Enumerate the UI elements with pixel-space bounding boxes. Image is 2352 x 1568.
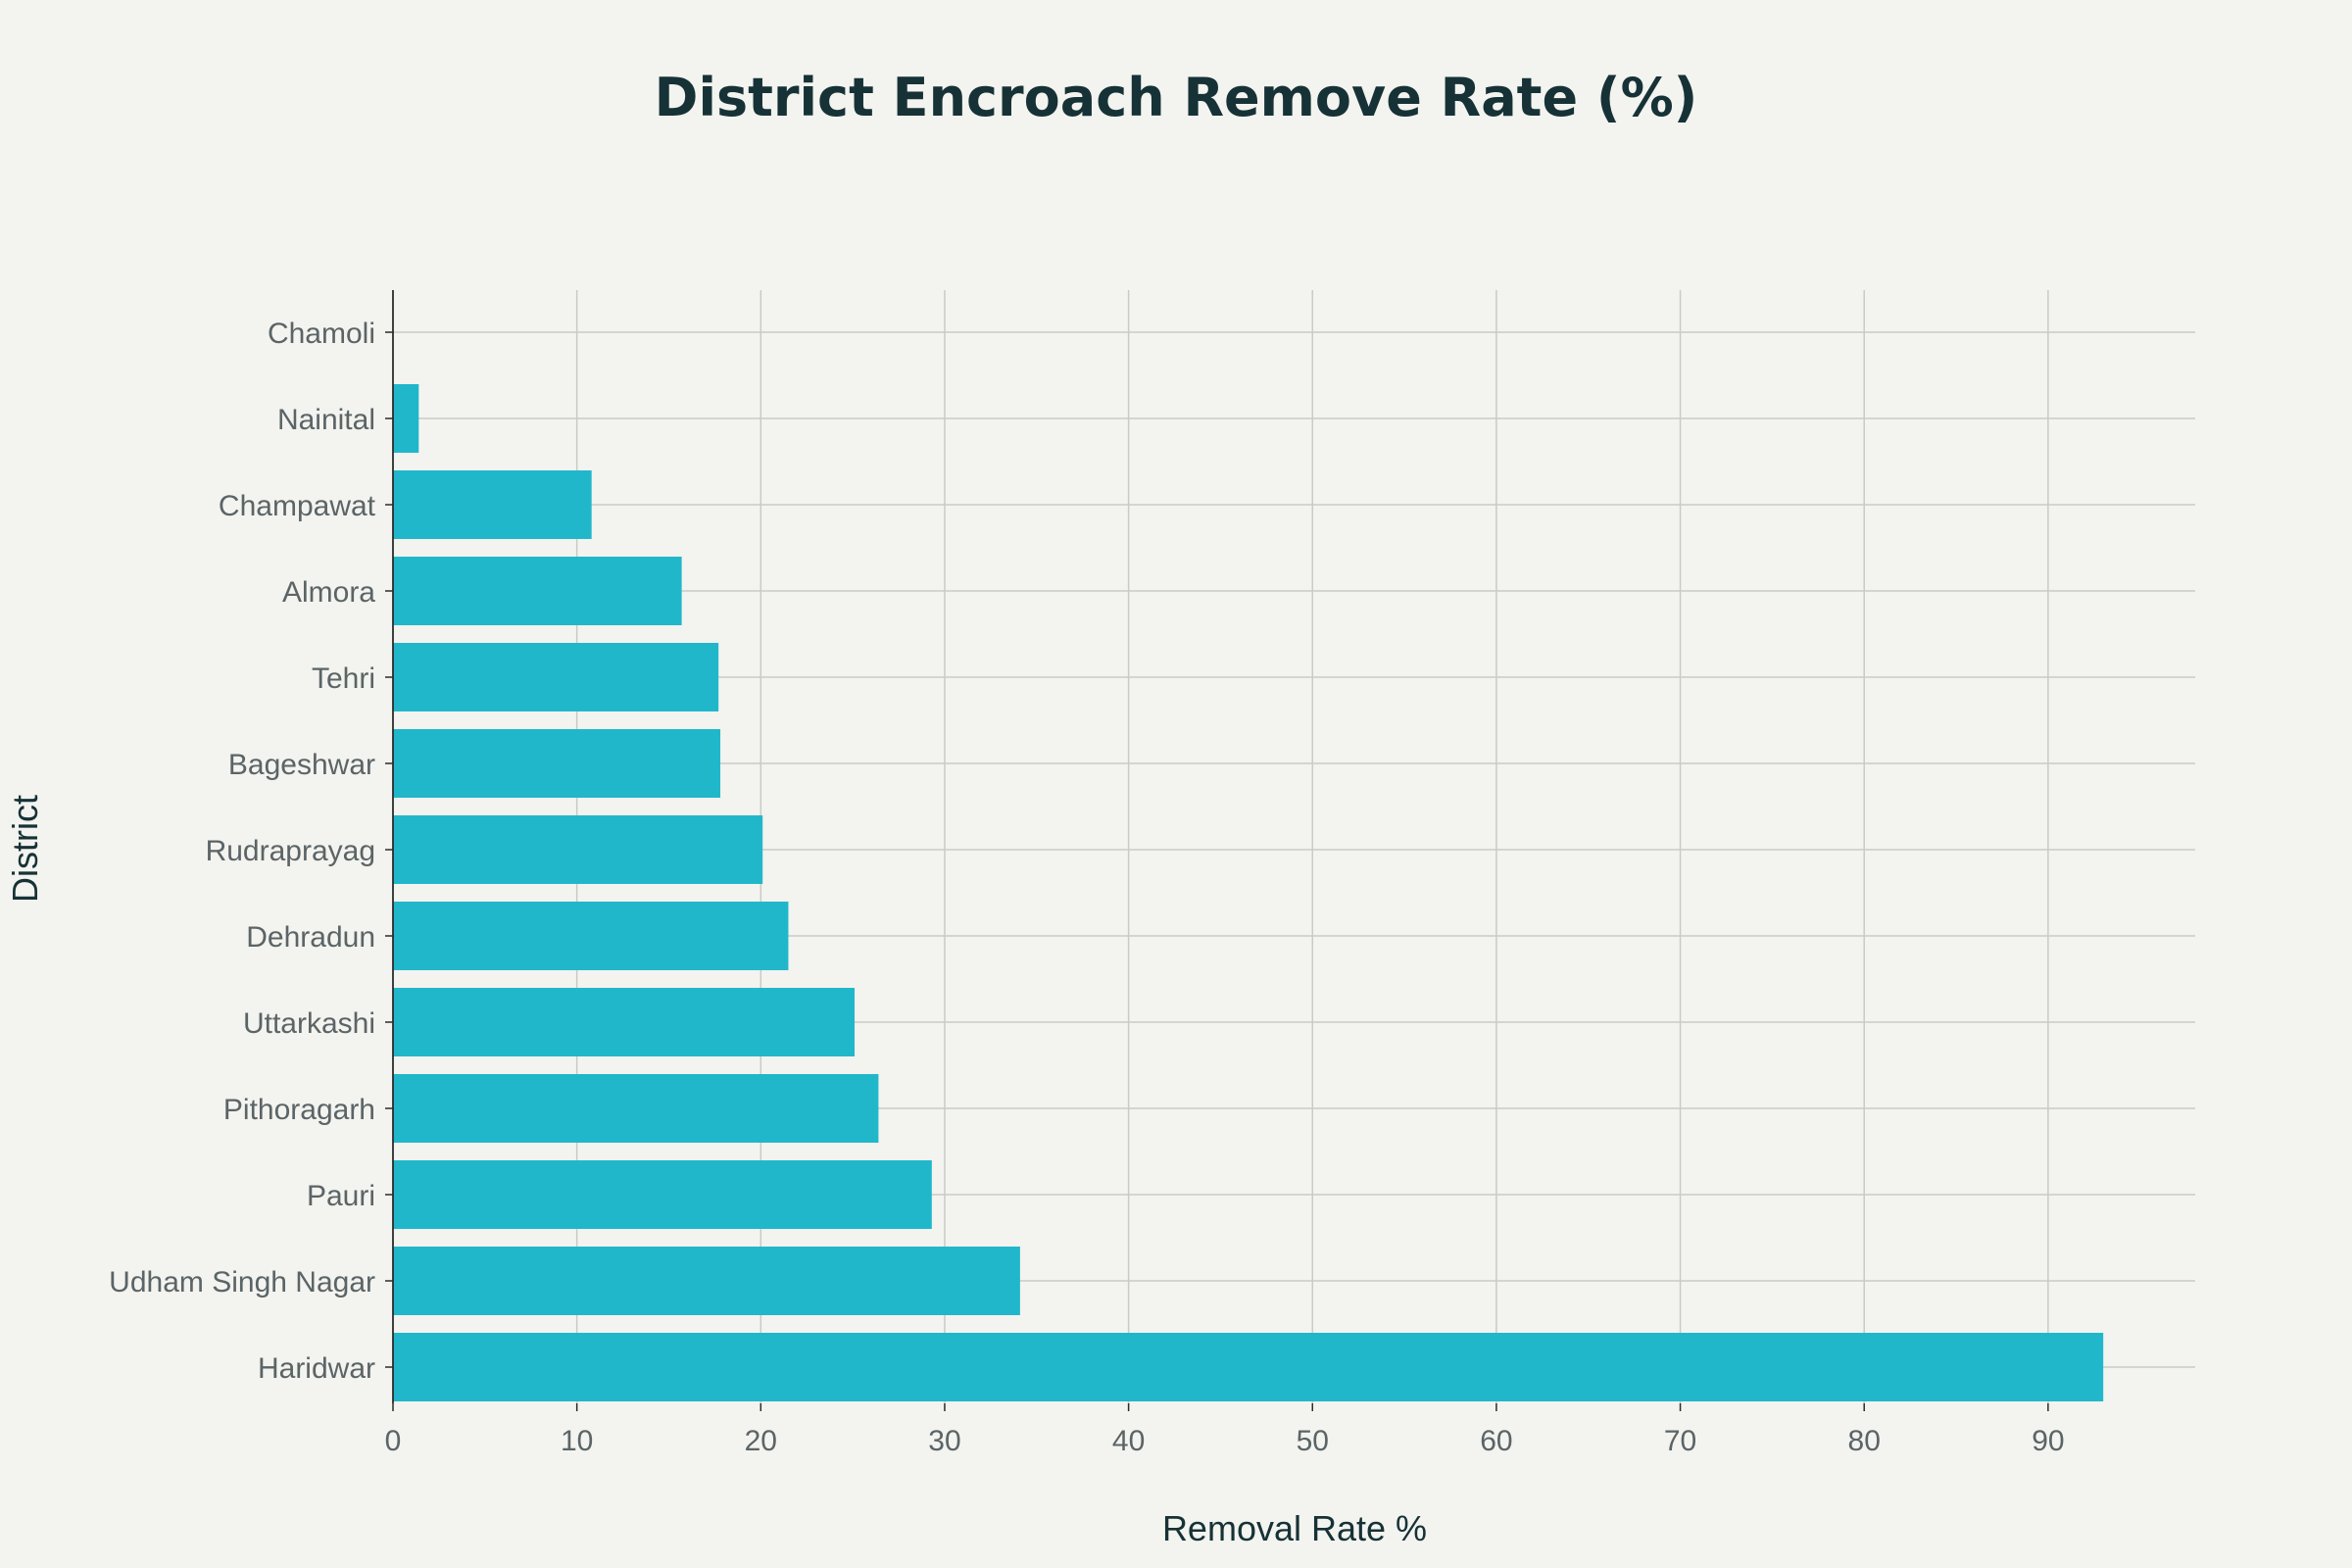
x-axis-title: Removal Rate %	[1162, 1508, 1427, 1548]
y-tick-label-pithoragarh: Pithoragarh	[223, 1094, 375, 1126]
bar-nainital	[393, 384, 419, 453]
y-tick-label-haridwar: Haridwar	[258, 1352, 375, 1385]
chart-title: District Encroach Remove Rate (%)	[655, 67, 1698, 128]
x-tick-label-10: 10	[561, 1425, 593, 1457]
x-tick-labels: 0 10 20 30 40 50 60 70 80 90	[385, 1425, 2065, 1457]
bar-almora	[393, 557, 682, 625]
y-tick-label-udham-singh-nagar: Udham Singh Nagar	[109, 1266, 375, 1298]
y-tick-label-bageshwar: Bageshwar	[228, 749, 375, 781]
bar-pithoragarh	[393, 1074, 879, 1143]
bar-champawat	[393, 470, 592, 539]
bar-tehri	[393, 643, 719, 711]
x-tick-label-40: 40	[1112, 1425, 1145, 1457]
y-tick-label-tehri: Tehri	[312, 662, 375, 695]
y-tick-label-pauri: Pauri	[307, 1180, 375, 1212]
x-tick-label-30: 30	[928, 1425, 960, 1457]
y-tick-label-chamoli: Chamoli	[268, 318, 375, 350]
x-tick-label-80: 80	[1848, 1425, 1881, 1457]
axes	[385, 290, 2049, 1411]
bar-rudraprayag	[393, 815, 763, 884]
y-axis-title: District	[5, 795, 45, 903]
x-tick-label-60: 60	[1480, 1425, 1512, 1457]
y-tick-label-rudraprayag: Rudraprayag	[206, 835, 375, 867]
y-tick-labels: Chamoli Nainital Champawat Almora Tehri Bages…	[109, 318, 375, 1385]
bars	[393, 384, 2104, 1401]
y-tick-label-champawat: Champawat	[219, 490, 376, 522]
bar-udham-singh-nagar	[393, 1247, 1020, 1315]
bar-pauri	[393, 1160, 932, 1229]
x-tick-label-0: 0	[385, 1425, 402, 1457]
y-tick-label-nainital: Nainital	[277, 404, 375, 436]
bar-bageshwar	[393, 729, 721, 798]
bar-dehradun	[393, 902, 789, 970]
bar-haridwar	[393, 1333, 2104, 1401]
bar-uttarkashi	[393, 988, 856, 1056]
x-tick-label-20: 20	[745, 1425, 777, 1457]
x-tick-label-90: 90	[2032, 1425, 2064, 1457]
y-tick-label-uttarkashi: Uttarkashi	[243, 1007, 375, 1040]
y-tick-label-almora: Almora	[282, 576, 375, 609]
y-tick-label-dehradun: Dehradun	[246, 921, 375, 954]
x-tick-label-70: 70	[1664, 1425, 1696, 1457]
x-tick-label-50: 50	[1297, 1425, 1329, 1457]
